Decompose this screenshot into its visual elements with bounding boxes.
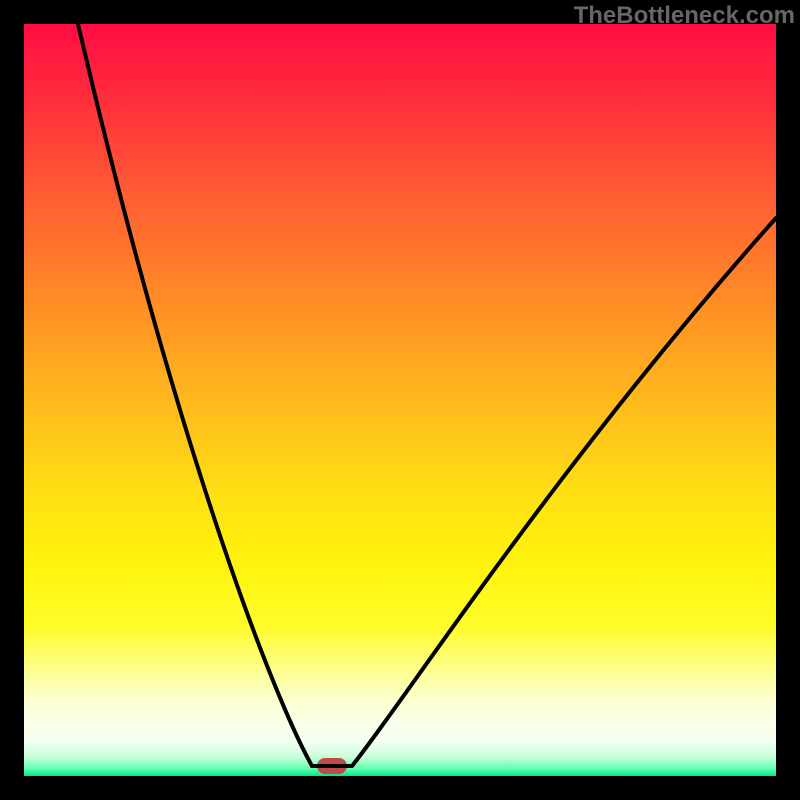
- bottleneck-chart-svg: [0, 0, 800, 800]
- chart-canvas: TheBottleneck.com: [0, 0, 800, 800]
- plot-background: [24, 24, 776, 776]
